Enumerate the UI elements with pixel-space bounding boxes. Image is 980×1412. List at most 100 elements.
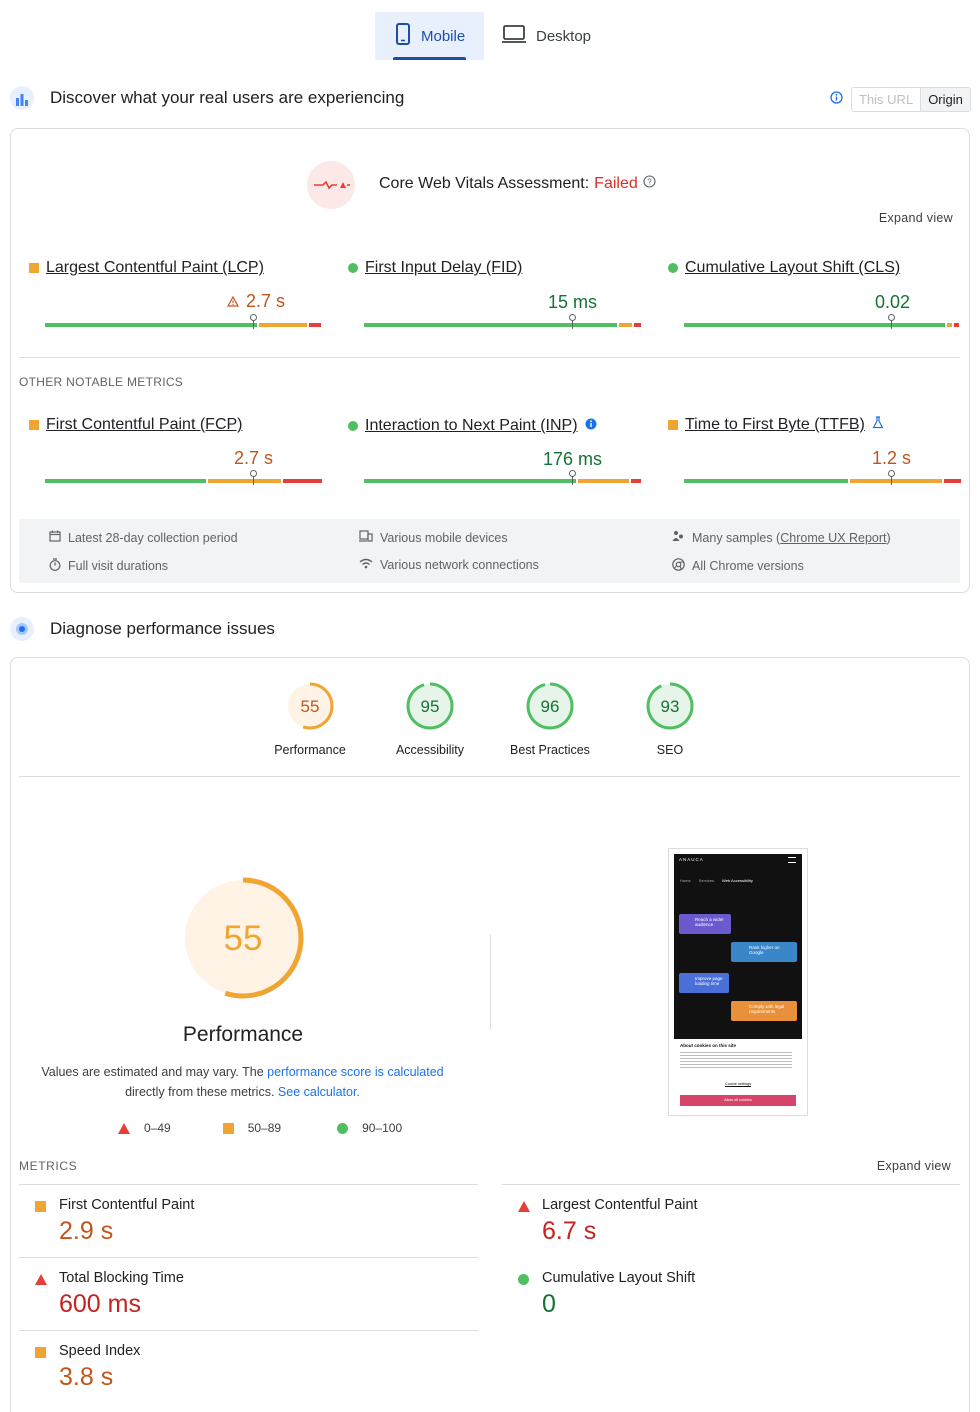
lcp-metric[interactable]: Largest Contentful Paint (LCP) [29, 259, 264, 277]
fid-metric[interactable]: First Input Delay (FID) [348, 259, 522, 277]
lcp-p75-line [253, 320, 254, 329]
score-calculated-link[interactable]: performance score is calculated [267, 1065, 444, 1079]
info-devices-text: Various mobile devices [380, 530, 508, 545]
ttfb-metric[interactable]: Time to First Byte (TTFB) [668, 416, 884, 434]
url-origin-toggle[interactable]: This URL Origin [851, 87, 971, 112]
collection-info-box [19, 519, 960, 583]
fid-p75-marker [569, 314, 576, 321]
see-calculator-link[interactable]: See calculator. [277, 1085, 360, 1099]
tab-mobile[interactable]: Mobile [375, 12, 484, 60]
gauge-score: 93 [661, 697, 680, 716]
active-tab-indicator [393, 57, 466, 60]
desktop-icon [502, 25, 526, 47]
screenshot-card: Improve page loading time [679, 973, 729, 993]
info-devices: Various mobile devices [359, 530, 508, 545]
experimental-flask-icon [872, 416, 884, 434]
divider [19, 1257, 478, 1258]
screenshot-card: Rank higher on Google [731, 942, 797, 962]
metric-fcp: First Contentful Paint 2.9 s [19, 1197, 478, 1247]
crux-icon [10, 86, 34, 110]
assessment-heading: Core Web Vitals Assessment: Failed ? [379, 175, 656, 193]
ttfb-p75-marker [888, 470, 895, 477]
average-square-icon [668, 420, 678, 430]
screenshot-card: Comply with legal requirements [731, 1001, 797, 1021]
metric-name: Largest Contentful Paint (LCP) [46, 259, 264, 276]
info-durations: Full visit durations [49, 558, 168, 574]
cookie-accept-button: Allow all cookies [680, 1095, 796, 1106]
chrome-ux-report-link[interactable]: Chrome UX Report [780, 530, 887, 545]
gauge-score: 95 [421, 697, 440, 716]
inp-metric[interactable]: Interaction to Next Paint (INP) [348, 417, 597, 435]
lab-data-card [10, 657, 970, 1412]
metrics-label: METRICS [19, 1159, 78, 1173]
legend-fail: 0–49 [144, 1121, 171, 1135]
metric-name: First Contentful Paint [59, 1197, 195, 1213]
performance-big-gauge: 55 [182, 877, 304, 999]
best-practices-score-gauge[interactable]: 96 [526, 682, 574, 730]
fid-p75-line [572, 320, 573, 329]
lab-section-title: Diagnose performance issues [50, 619, 275, 638]
metrics-expand-view[interactable]: Expand view [876, 1159, 951, 1173]
origin-option[interactable]: Origin [921, 88, 970, 111]
users-icon [672, 530, 685, 545]
divider [19, 776, 960, 777]
metric-speed-index: Speed Index 3.8 s [19, 1343, 478, 1393]
metric-value: 600 ms [59, 1290, 141, 1318]
gauge-label: Accessibility [395, 743, 465, 757]
big-score: 55 [224, 919, 263, 958]
good-circle-icon [348, 263, 358, 273]
this-url-option[interactable]: This URL [852, 88, 922, 111]
lcp-p75-marker [250, 314, 257, 321]
metric-tbt: Total Blocking Time 600 ms [19, 1270, 478, 1320]
cookie-settings-link: Cookie settings [725, 1082, 751, 1086]
metric-value: 6.7 s [542, 1217, 597, 1245]
field-section-title: Discover what your real users are experi… [50, 88, 405, 107]
info-samples-prefix: Many samples ( [692, 530, 781, 545]
cookie-text-lines [680, 1050, 792, 1068]
calendar-icon [49, 530, 61, 545]
cls-metric[interactable]: Cumulative Layout Shift (CLS) [668, 259, 900, 277]
tab-desktop[interactable]: Desktop [482, 12, 602, 60]
gauge-label: Best Practices [510, 743, 590, 757]
screenshot-logo: ANAUCA [679, 857, 704, 862]
average-square-icon [29, 263, 39, 273]
info-icon[interactable] [585, 417, 597, 435]
help-icon[interactable]: ? [643, 175, 656, 193]
legend-pass: 90–100 [362, 1121, 403, 1135]
screenshot-card: Reach a wider audience [679, 914, 731, 934]
accessibility-score-gauge[interactable]: 95 [406, 682, 454, 730]
metric-value: 2.9 s [59, 1217, 114, 1245]
performance-score-gauge[interactable]: 55 [286, 682, 334, 730]
metric-name: Cumulative Layout Shift (CLS) [685, 259, 901, 276]
metric-value: 0 [542, 1290, 556, 1318]
tab-mobile-label: Mobile [421, 27, 466, 45]
fail-triangle-icon [518, 1201, 530, 1212]
info-icon[interactable] [830, 91, 843, 109]
screenshot-breadcrumb: Home Services Web Accessibility [680, 878, 753, 883]
metric-name: Interaction to Next Paint (INP) [365, 417, 578, 434]
final-screenshot[interactable]: ANAUCA Home Services Web Accessibility Rea… [668, 848, 808, 1116]
info-period-text: Latest 28-day collection period [68, 530, 238, 545]
metric-name: Speed Index [59, 1343, 141, 1359]
assessment-label: Core Web Vitals Assessment: [379, 175, 590, 192]
good-circle-icon [668, 263, 678, 273]
fcp-value: 2.7 s [233, 448, 273, 468]
gauge-label: Performance [274, 743, 346, 757]
score-note-text: Values are estimated and may vary. The [41, 1065, 268, 1079]
ttfb-distribution-bar [684, 479, 961, 483]
average-square-icon [29, 420, 39, 430]
seo-score-gauge[interactable]: 93 [646, 682, 694, 730]
field-expand-view[interactable]: Expand view [878, 211, 953, 225]
divider [502, 1184, 960, 1185]
cls-distribution-bar [684, 323, 961, 327]
info-network-text: Various network connections [380, 558, 539, 572]
fid-distribution-bar [364, 323, 641, 327]
divider [19, 1184, 478, 1185]
inp-p75-line [572, 476, 573, 485]
crumb: Services [698, 878, 715, 883]
fcp-metric[interactable]: First Contentful Paint (FCP) [29, 416, 243, 434]
gauge-score: 96 [541, 697, 560, 716]
inp-distribution-bar [364, 479, 641, 483]
other-metrics-label: OTHER NOTABLE METRICS [19, 375, 184, 389]
info-samples: Many samples (Chrome UX Report) [672, 530, 891, 545]
